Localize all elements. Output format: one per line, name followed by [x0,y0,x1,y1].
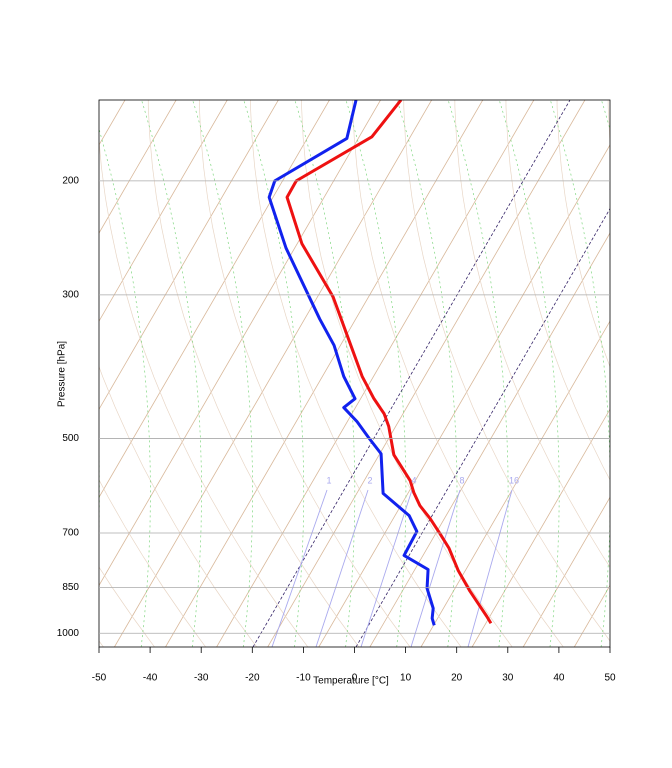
x-tick-label: -20 [245,673,260,684]
isotherm [0,47,105,647]
dry-adiabat [0,47,1,647]
isotherm [318,144,610,647]
dry-adiabat [659,47,672,647]
moist-adiabat [396,100,458,647]
dry-adiabat [352,100,564,647]
isotherm [420,320,610,647]
mixing-ratio-label: 1 [326,475,331,485]
dry-adiabat [99,135,309,647]
isotherm [114,100,433,647]
isotherm [216,100,535,647]
y-tick-label: 500 [62,433,79,444]
mixing-ratio-label: 2 [367,475,372,485]
dry-adiabat [250,100,462,647]
isotherm [99,100,228,322]
y-tick-label: 200 [62,176,79,187]
plot-frame [98,99,611,648]
x-tick-label: -30 [194,673,209,684]
mixing-ratio-line [467,489,513,647]
x-tick-label: 0 [352,673,358,684]
mixing-ratio-label: 4 [411,475,416,485]
mixing-ratio-label: 8 [459,475,464,485]
y-tick-label: 300 [62,289,79,300]
moist-adiabat [498,100,560,647]
isotherm [99,100,330,499]
isotherm [99,100,177,234]
isotherm [0,47,54,647]
isotherm [165,100,484,647]
y-tick-label: 850 [62,582,79,593]
mixing-ratio-line [360,489,413,647]
profile-line [267,100,436,626]
y-axis-label: Pressure [hPa] [57,341,68,407]
dry-adiabat [454,100,610,568]
moist-adiabat [549,100,610,647]
dry-adiabat [607,100,610,145]
isotherm [369,232,610,647]
moist-adiabat [294,100,356,647]
dry-adiabat [0,47,52,647]
background-lines [0,47,672,647]
moist-adiabat [447,100,509,647]
isotherm [471,408,610,647]
y-tick-label: 1000 [57,628,80,639]
mixing-ratio-line [410,489,461,647]
dry-adiabat [99,365,257,647]
dry-adiabat [147,100,360,647]
moist-adiabat [141,100,202,647]
isotherm [625,47,672,647]
x-tick-label: 40 [553,673,565,684]
moist-adiabat [345,100,407,647]
x-tick-label: -50 [92,673,107,684]
y-tick-label: 700 [62,528,79,539]
x-tick-label: 50 [604,673,616,684]
mixing-ratio-line [315,489,369,647]
x-axis-label: Temperature [°C] [313,676,389,687]
dry-adiabat [505,100,610,481]
reference-line [252,100,571,647]
dry-adiabat [556,100,610,368]
profile-line [285,100,493,625]
dry-adiabat [403,100,610,642]
moist-adiabat [243,100,305,647]
isotherm [99,100,279,411]
dry-adiabat [99,640,104,647]
x-tick-label: 30 [502,673,514,684]
reference-line [355,207,610,647]
x-tick-label: 10 [400,673,412,684]
dry-adiabat [99,479,206,647]
dry-adiabat [99,566,155,647]
dry-adiabat [198,100,411,647]
moist-adiabat [601,100,610,131]
x-tick-label: -10 [296,673,311,684]
moist-adiabat [192,100,254,647]
isotherm [99,100,382,587]
moist-adiabat [635,47,672,647]
moist-adiabat [99,127,151,647]
isotherm [573,584,610,647]
moist-adiabat [0,47,48,647]
isotherm [522,496,610,647]
isotherm [0,47,3,647]
x-tick-label: -40 [143,673,158,684]
x-tick-label: 20 [451,673,463,684]
isotherm [99,100,126,146]
dry-adiabat [301,100,513,647]
mixing-ratio-line [271,489,328,647]
profiles [267,100,493,626]
mixing-ratio-label: 16 [509,475,519,485]
isotherm [267,100,586,647]
